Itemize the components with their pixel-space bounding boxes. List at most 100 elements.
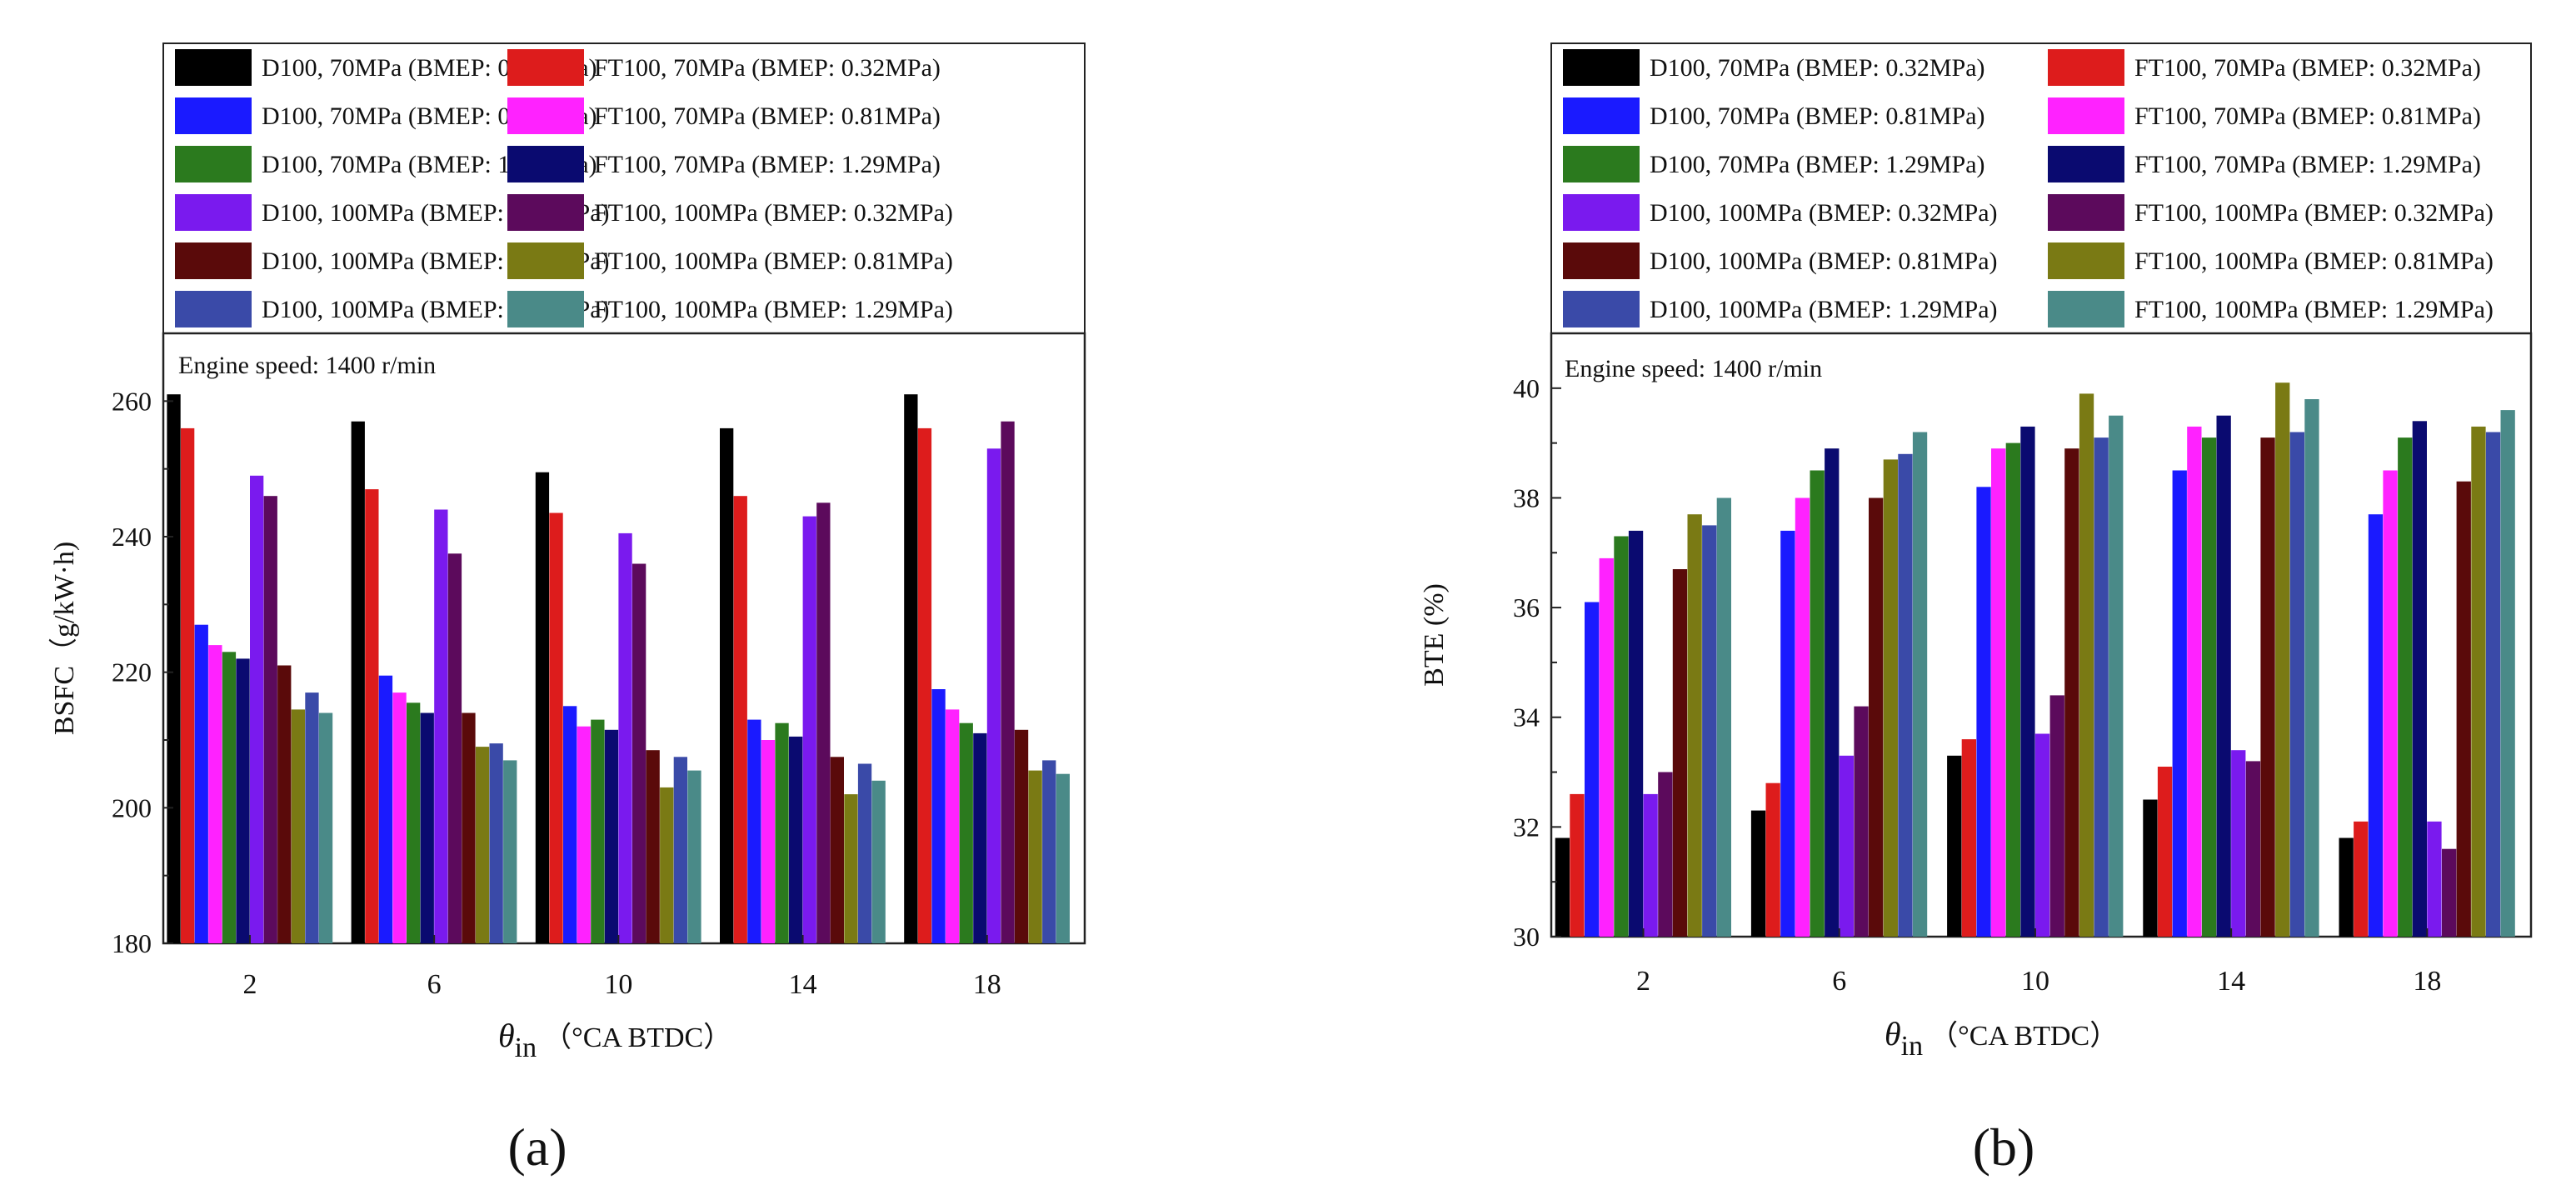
legend-swatch bbox=[175, 49, 252, 86]
legend-label: D100, 70MPa (BMEP: 0.32MPa) bbox=[1650, 54, 1985, 82]
y-tick-label: 200 bbox=[112, 792, 152, 822]
x-axis-subscript: in bbox=[1901, 1031, 1923, 1062]
x-axis-subscript: in bbox=[515, 1032, 537, 1063]
legend-swatch bbox=[2048, 146, 2124, 182]
legend-swatch bbox=[175, 242, 252, 279]
y-tick-label: 240 bbox=[112, 522, 152, 552]
bar bbox=[194, 624, 208, 943]
bar bbox=[904, 394, 918, 943]
legend-label: FT100, 100MPa (BMEP: 0.32MPa) bbox=[594, 199, 953, 227]
bar bbox=[2094, 438, 2109, 937]
legend-swatch bbox=[507, 194, 584, 231]
bar bbox=[2412, 421, 2427, 937]
x-tick-label: 10 bbox=[2021, 966, 2049, 997]
y-tick-label: 38 bbox=[1513, 482, 1540, 512]
bar bbox=[2020, 426, 2035, 937]
y-tick-label: 220 bbox=[112, 658, 152, 688]
bar bbox=[931, 689, 946, 943]
legend-swatch bbox=[175, 194, 252, 231]
legend-item: FT100, 100MPa (BMEP: 1.29MPa) bbox=[507, 291, 953, 328]
legend-swatch bbox=[175, 291, 252, 328]
panel-a-bsfc-chart: D100, 70MPa (BMEP: 0.32MPa)FT100, 70MPa … bbox=[48, 42, 1086, 1063]
bar bbox=[291, 709, 305, 943]
bar bbox=[2275, 382, 2290, 937]
bar bbox=[2427, 821, 2442, 937]
bar bbox=[1795, 498, 1810, 937]
legend-label: FT100, 70MPa (BMEP: 0.81MPa) bbox=[594, 102, 941, 130]
bar bbox=[2368, 514, 2384, 937]
bar bbox=[181, 428, 195, 943]
legend-swatch bbox=[2048, 49, 2124, 86]
bar bbox=[407, 702, 421, 943]
bar bbox=[1585, 602, 1600, 937]
bar bbox=[673, 757, 687, 943]
legend-item: D100, 70MPa (BMEP: 0.81MPa) bbox=[1563, 98, 1985, 134]
bar bbox=[2339, 838, 2354, 937]
bar bbox=[1628, 530, 1644, 937]
y-axis-label: BTE (%) bbox=[1419, 583, 1450, 687]
legend-item: FT100, 70MPa (BMEP: 0.81MPa) bbox=[507, 98, 941, 134]
legend: D100, 70MPa (BMEP: 0.32MPa)FT100, 70MPa … bbox=[1563, 49, 2494, 328]
bar bbox=[1672, 569, 1688, 937]
bar bbox=[1765, 782, 1780, 937]
bar bbox=[1961, 739, 1976, 937]
bar bbox=[2304, 399, 2319, 937]
bar bbox=[632, 563, 646, 943]
y-tick-label: 180 bbox=[112, 928, 152, 958]
bar bbox=[1599, 558, 1614, 937]
legend-swatch bbox=[1563, 242, 1640, 279]
bar bbox=[2172, 470, 2187, 937]
legend-box bbox=[162, 42, 1086, 334]
bar bbox=[802, 516, 816, 943]
bar bbox=[392, 692, 407, 943]
legend-item: FT100, 70MPa (BMEP: 0.32MPa) bbox=[507, 49, 941, 86]
y-tick-label: 260 bbox=[112, 386, 152, 416]
bar bbox=[250, 475, 264, 943]
bar bbox=[1716, 498, 1731, 937]
bar bbox=[236, 658, 250, 943]
bar bbox=[1643, 793, 1658, 937]
bar bbox=[2187, 426, 2202, 937]
x-axis-label: θin （°CA BTDC） bbox=[498, 1017, 731, 1063]
y-tick-label: 32 bbox=[1513, 812, 1540, 842]
legend-swatch bbox=[507, 98, 584, 134]
x-tick-label: 6 bbox=[1832, 966, 1846, 997]
bar bbox=[660, 787, 674, 943]
legend-item: FT100, 100MPa (BMEP: 0.81MPa) bbox=[2048, 242, 2494, 279]
bar bbox=[2005, 442, 2020, 937]
bar bbox=[789, 736, 803, 943]
legend-swatch bbox=[2048, 194, 2124, 231]
bar bbox=[917, 428, 932, 943]
bar bbox=[208, 645, 222, 943]
bar bbox=[2049, 695, 2064, 937]
bar bbox=[462, 712, 476, 943]
bar bbox=[318, 712, 333, 943]
legend-swatch bbox=[1563, 146, 1640, 182]
bar bbox=[1555, 838, 1570, 937]
legend-swatch bbox=[507, 49, 584, 86]
x-axis-symbol: θ bbox=[1885, 1015, 1901, 1052]
bar bbox=[447, 553, 462, 943]
bar bbox=[475, 747, 490, 943]
annotation-engine-speed: Engine speed: 1400 r/min bbox=[178, 352, 436, 379]
legend-box bbox=[1550, 42, 2532, 334]
bar bbox=[618, 532, 632, 943]
panel-caption-b: (b) bbox=[1973, 1118, 2035, 1177]
bar bbox=[277, 665, 292, 943]
legend-item: D100, 100MPa (BMEP: 1.29MPa) bbox=[1563, 291, 1998, 328]
bar bbox=[2485, 432, 2501, 937]
bar bbox=[378, 675, 393, 943]
bar bbox=[2383, 470, 2398, 937]
legend-swatch bbox=[2048, 291, 2124, 328]
legend-swatch bbox=[507, 291, 584, 328]
bar bbox=[720, 428, 734, 943]
bar bbox=[2157, 767, 2173, 937]
legend-label: FT100, 70MPa (BMEP: 1.29MPa) bbox=[594, 151, 941, 178]
legend-item: FT100, 100MPa (BMEP: 0.81MPa) bbox=[507, 242, 953, 279]
legend: D100, 70MPa (BMEP: 0.32MPa)FT100, 70MPa … bbox=[175, 49, 953, 328]
bar bbox=[577, 726, 591, 943]
bar bbox=[2064, 448, 2079, 937]
panel-caption-a: (a) bbox=[507, 1118, 567, 1177]
bar bbox=[2034, 733, 2050, 937]
